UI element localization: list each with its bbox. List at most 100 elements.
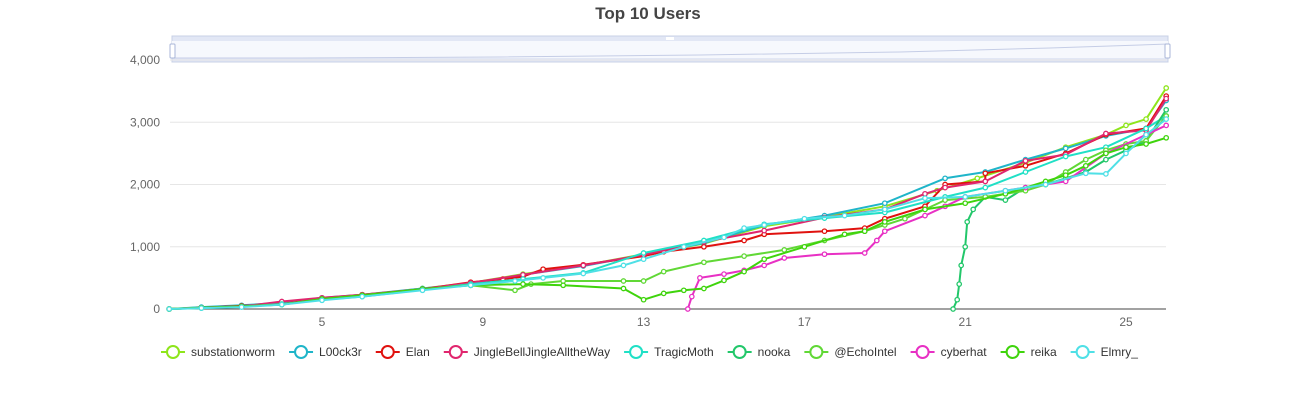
data-point[interactable]: [761, 222, 768, 228]
data-point[interactable]: [922, 212, 928, 219]
data-point[interactable]: [1143, 116, 1149, 122]
data-point[interactable]: [580, 262, 587, 269]
data-point[interactable]: [1163, 95, 1170, 102]
data-point[interactable]: [319, 297, 325, 304]
data-point[interactable]: [982, 178, 989, 185]
data-point[interactable]: [660, 268, 667, 275]
data-point[interactable]: [881, 228, 888, 235]
data-point[interactable]: [1082, 170, 1089, 177]
data-point[interactable]: [620, 285, 627, 292]
data-point[interactable]: [701, 243, 707, 250]
data-point[interactable]: [660, 290, 667, 297]
data-point[interactable]: [1062, 153, 1069, 160]
legend-item[interactable]: @EchoIntel: [804, 345, 897, 359]
data-point[interactable]: [881, 200, 888, 207]
data-point[interactable]: [640, 296, 647, 303]
data-point[interactable]: [684, 306, 691, 312]
data-point[interactable]: [1082, 162, 1089, 169]
data-point[interactable]: [861, 228, 868, 235]
data-point[interactable]: [1082, 156, 1089, 163]
legend-item[interactable]: L00ck3r: [289, 345, 362, 359]
data-point[interactable]: [958, 262, 965, 269]
data-point[interactable]: [922, 195, 928, 202]
range-slider-window[interactable]: [172, 41, 1168, 58]
data-point[interactable]: [520, 281, 526, 287]
data-point[interactable]: [640, 278, 647, 284]
data-point[interactable]: [1103, 156, 1109, 163]
data-point[interactable]: [841, 231, 848, 238]
data-point[interactable]: [1143, 125, 1149, 132]
data-point[interactable]: [982, 184, 989, 191]
range-slider-left-handle[interactable]: [169, 43, 176, 59]
data-point[interactable]: [821, 228, 828, 235]
data-point[interactable]: [761, 262, 768, 269]
data-point[interactable]: [922, 190, 928, 197]
data-point[interactable]: [1022, 162, 1029, 169]
legend-item[interactable]: nooka: [727, 345, 791, 359]
data-point[interactable]: [166, 306, 173, 312]
data-point[interactable]: [801, 215, 808, 222]
data-point[interactable]: [1062, 172, 1069, 179]
data-point[interactable]: [1123, 150, 1129, 157]
data-point[interactable]: [962, 200, 969, 207]
data-point[interactable]: [1022, 157, 1029, 164]
data-point[interactable]: [640, 256, 647, 263]
data-point[interactable]: [1163, 122, 1170, 129]
data-point[interactable]: [1143, 131, 1149, 138]
data-point[interactable]: [741, 225, 747, 231]
data-point[interactable]: [721, 277, 727, 284]
data-point[interactable]: [964, 219, 971, 225]
data-point[interactable]: [701, 259, 707, 266]
data-point[interactable]: [821, 251, 828, 258]
data-point[interactable]: [680, 243, 687, 250]
data-point[interactable]: [620, 278, 627, 284]
data-point[interactable]: [560, 282, 567, 289]
data-point[interactable]: [801, 243, 808, 250]
legend-item[interactable]: cyberhat: [910, 345, 988, 359]
range-slider-grip[interactable]: [666, 37, 674, 40]
data-point[interactable]: [761, 227, 768, 234]
data-point[interactable]: [781, 255, 788, 261]
data-point[interactable]: [1103, 150, 1109, 157]
data-point[interactable]: [1163, 85, 1170, 91]
data-point[interactable]: [954, 296, 961, 303]
data-point[interactable]: [512, 287, 518, 294]
data-point[interactable]: [974, 175, 981, 182]
data-point[interactable]: [956, 281, 963, 287]
data-point[interactable]: [962, 194, 969, 200]
data-point[interactable]: [1143, 141, 1149, 147]
legend-item[interactable]: Elan: [375, 345, 430, 359]
data-point[interactable]: [680, 287, 687, 294]
data-point[interactable]: [982, 170, 989, 177]
data-point[interactable]: [1002, 197, 1009, 203]
data-point[interactable]: [278, 301, 285, 308]
legend-item[interactable]: reika: [1000, 345, 1057, 359]
data-point[interactable]: [688, 293, 695, 300]
data-point[interactable]: [1163, 106, 1170, 113]
data-point[interactable]: [701, 285, 707, 292]
data-point[interactable]: [761, 256, 768, 263]
legend-item[interactable]: JingleBellJingleAlltheWay: [443, 345, 610, 359]
data-point[interactable]: [1103, 130, 1109, 137]
data-point[interactable]: [419, 287, 426, 294]
data-point[interactable]: [640, 250, 647, 256]
data-point[interactable]: [741, 237, 747, 244]
legend-item[interactable]: substationworm: [161, 345, 275, 359]
data-point[interactable]: [359, 293, 366, 300]
legend-item[interactable]: Elmry_: [1070, 345, 1139, 359]
data-point[interactable]: [620, 262, 627, 269]
data-point[interactable]: [1042, 181, 1049, 188]
data-point[interactable]: [1123, 144, 1129, 151]
legend-item[interactable]: TragicMoth: [624, 345, 714, 359]
data-point[interactable]: [512, 278, 518, 284]
data-point[interactable]: [540, 275, 546, 281]
data-point[interactable]: [950, 306, 956, 312]
data-point[interactable]: [1163, 116, 1170, 122]
range-slider[interactable]: [169, 35, 1171, 63]
data-point[interactable]: [881, 219, 888, 225]
data-point[interactable]: [962, 243, 969, 250]
data-point[interactable]: [238, 304, 245, 310]
data-point[interactable]: [1022, 169, 1029, 175]
data-point[interactable]: [721, 271, 727, 277]
data-point[interactable]: [1002, 187, 1009, 194]
